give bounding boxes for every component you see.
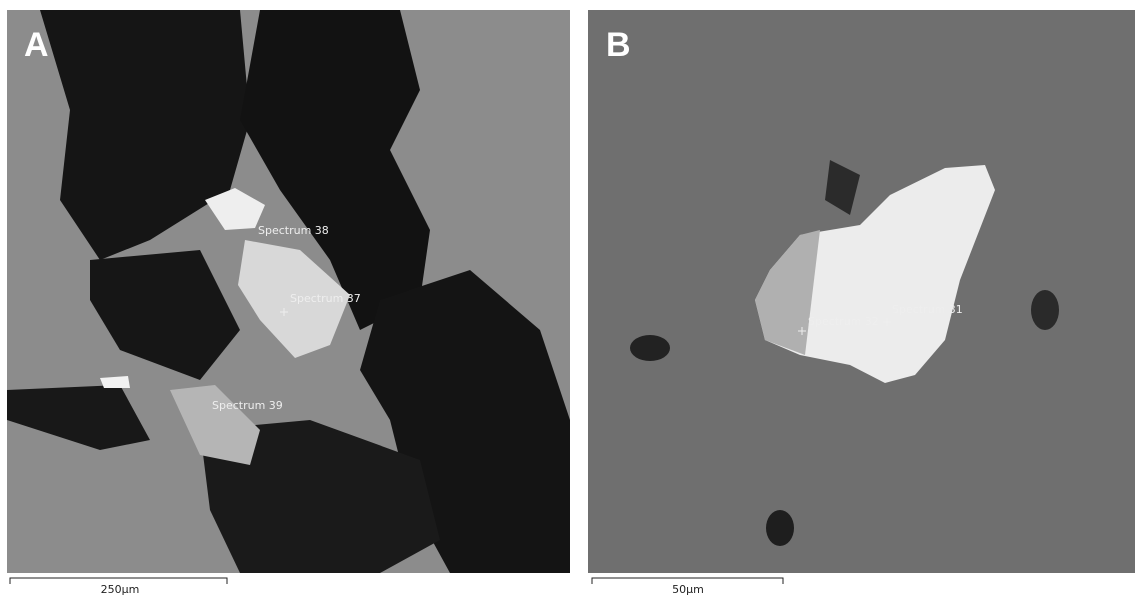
scale-label: 50µm <box>672 583 704 596</box>
spectrum-label: Spectrum 31 <box>892 303 963 316</box>
figure: A Spectrum 38 Spectrum 37 Spectrum 39 25… <box>0 0 1140 596</box>
pore <box>766 510 794 546</box>
spectrum-label: Spectrum 37 <box>290 292 361 305</box>
pore <box>1031 290 1059 330</box>
panel-label: A <box>24 26 49 64</box>
panel-a: A Spectrum 38 Spectrum 37 Spectrum 39 25… <box>7 10 570 596</box>
pore <box>630 335 670 361</box>
panel-label: B <box>606 26 631 64</box>
bright-grain <box>100 376 130 388</box>
spectrum-label: Spectrum 32 <box>808 315 879 328</box>
scale-label: 250µm <box>101 583 140 596</box>
panel-b: B Spectrum 32 Spectrum 31 50µm <box>588 10 1135 596</box>
spectrum-label: Spectrum 38 <box>258 224 329 237</box>
spectrum-label: Spectrum 39 <box>212 399 283 412</box>
